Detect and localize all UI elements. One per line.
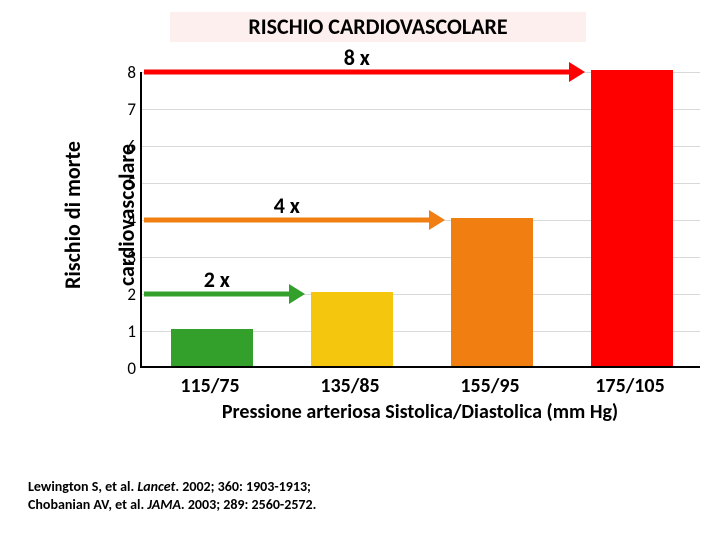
arrow-head-icon xyxy=(429,210,445,230)
citation: Lewington S, et al. Lancet. 2002; 360: 1… xyxy=(28,478,316,513)
bar xyxy=(171,329,252,366)
y-tick: 0 xyxy=(114,358,136,379)
xlabel-text: Pressione arteriosa Sistolica/Diastolica… xyxy=(222,400,618,424)
chart-title: RISCHIO CARDIOVASCOLARE xyxy=(248,13,507,40)
x-axis-label: Pressione arteriosa Sistolica/Diastolica… xyxy=(140,400,700,424)
arrow-head-icon xyxy=(569,62,585,82)
x-tick: 155/95 xyxy=(460,374,519,398)
bar xyxy=(311,292,392,366)
x-tick: 135/85 xyxy=(320,374,379,398)
y-tick: 6 xyxy=(114,136,136,157)
bar xyxy=(451,218,532,366)
bar xyxy=(591,70,672,366)
y-tick: 4 xyxy=(114,210,136,231)
x-tick: 115/75 xyxy=(180,374,239,398)
citation-line: Chobanian AV, et al. JAMA. 2003; 289: 25… xyxy=(28,496,316,514)
x-tick: 175/105 xyxy=(595,374,664,398)
y-tick: 5 xyxy=(114,173,136,194)
callout-label: 4 x xyxy=(274,192,300,219)
y-tick: 7 xyxy=(114,99,136,120)
y-tick: 1 xyxy=(114,321,136,342)
arrow-head-icon xyxy=(289,284,305,304)
citation-line: Lewington S, et al. Lancet. 2002; 360: 1… xyxy=(28,478,316,496)
y-tick: 8 xyxy=(114,62,136,83)
plot-area: 0123456788 x4 x2 x xyxy=(140,72,700,368)
y-tick: 2 xyxy=(114,284,136,305)
y-tick: 3 xyxy=(114,247,136,268)
title-band: RISCHIO CARDIOVASCOLARE xyxy=(170,12,586,42)
callout-label: 2 x xyxy=(204,266,230,293)
ylabel-line1: Rischio di morte xyxy=(59,141,86,289)
callout-label: 8 x xyxy=(344,44,370,71)
